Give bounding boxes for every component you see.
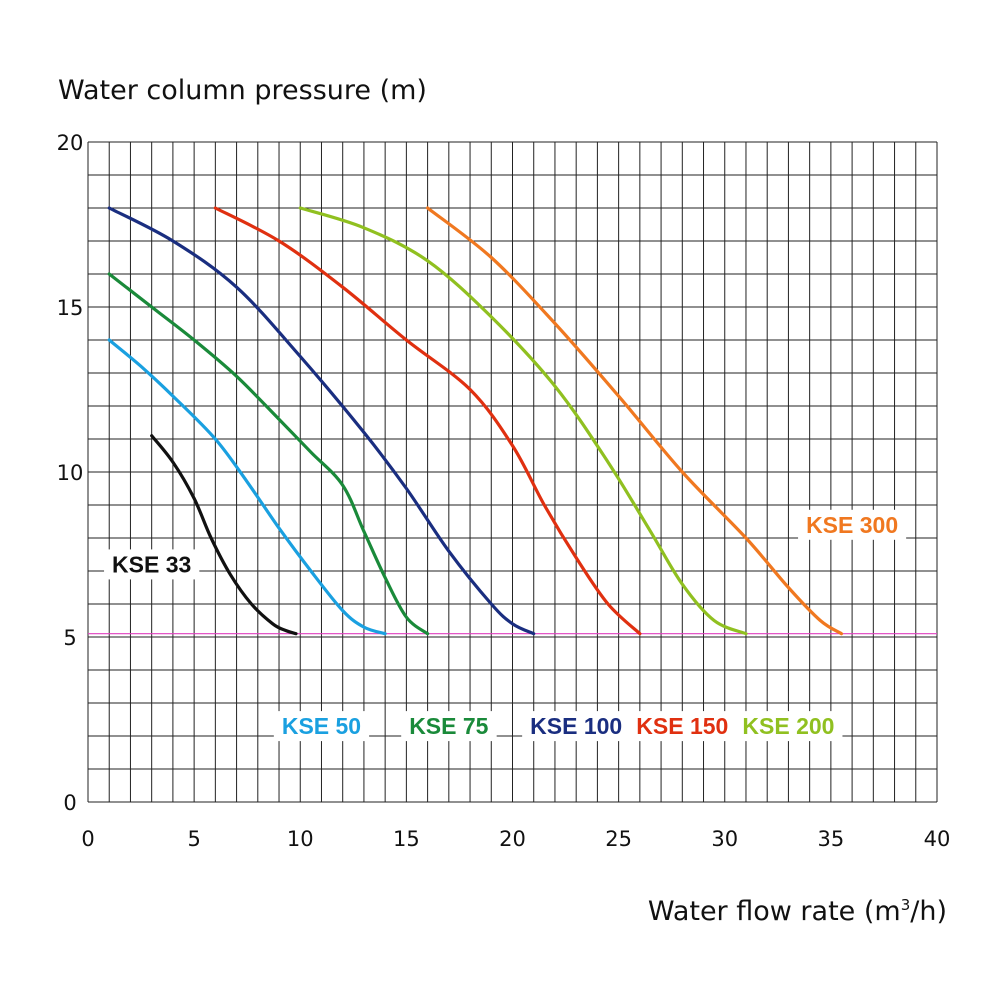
series-label-kse-300: KSE 300 [798, 509, 907, 540]
series-label-text: KSE 33 [112, 551, 191, 577]
x-axis-title-end: /h) [910, 896, 947, 927]
series-line-kse-200 [298, 206, 748, 636]
x-tick-label: 5 [187, 827, 200, 851]
series-label-text: KSE 200 [742, 713, 834, 739]
series-label-text: KSE 75 [409, 713, 488, 739]
x-tick-label: 35 [818, 827, 845, 851]
x-axis-title: Water flow rate (m3/h) [648, 896, 947, 927]
series-line-kse-300 [426, 206, 844, 636]
series-label-text: KSE 150 [636, 713, 728, 739]
grid [87, 141, 938, 803]
y-tick-label: 10 [57, 461, 84, 485]
x-axis-title-sup: 3 [901, 896, 911, 914]
y-tick-label: 5 [63, 626, 76, 650]
series-label-text: KSE 300 [806, 512, 898, 538]
y-tick-label: 15 [57, 296, 84, 320]
x-tick-label: 10 [287, 827, 314, 851]
x-tick-label: 30 [711, 827, 738, 851]
series-label-kse-100: KSE 100 [522, 711, 631, 742]
series-layer [107, 206, 844, 636]
x-tick-label: 20 [499, 827, 526, 851]
x-axis-title-main: Water flow rate (m [648, 896, 901, 927]
y-tick-label: 0 [63, 791, 76, 815]
series-label-background [734, 711, 843, 742]
series-label-kse-33: KSE 33 [104, 549, 200, 580]
series-line-kse-33 [150, 434, 298, 636]
series-label-background [104, 549, 200, 580]
y-tick-label: 20 [57, 131, 84, 155]
x-tick-label: 0 [81, 827, 94, 851]
x-tick-label: 15 [393, 827, 420, 851]
series-line-kse-75 [107, 272, 430, 636]
series-label-text: KSE 100 [530, 713, 622, 739]
x-tick-label: 40 [924, 827, 951, 851]
series-label-kse-200: KSE 200 [734, 711, 843, 742]
series-label-kse-75: KSE 75 [401, 711, 497, 742]
series-line-kse-150 [213, 206, 642, 636]
series-label-background [798, 509, 907, 540]
series-label-text: KSE 50 [282, 713, 361, 739]
series-label-background [522, 711, 631, 742]
series-line-kse-50 [107, 338, 387, 636]
series-label-kse-150: KSE 150 [628, 711, 737, 742]
series-line-kse-100 [107, 206, 536, 636]
ticks-layer: 0 5 10 15 20 25 30 35 40 0 5 10 15 20 [57, 131, 951, 851]
series-label-background [401, 711, 497, 742]
series-labels: KSE 33 KSE 50 KSE 75 KSE 100 KSE 150 KSE 200 K… [104, 509, 907, 742]
series-label-background [628, 711, 737, 742]
y-axis-title: Water column pressure (m) [58, 75, 427, 106]
series-label-kse-50: KSE 50 [273, 711, 370, 742]
series-label-background [273, 711, 370, 742]
x-tick-label: 25 [605, 827, 632, 851]
